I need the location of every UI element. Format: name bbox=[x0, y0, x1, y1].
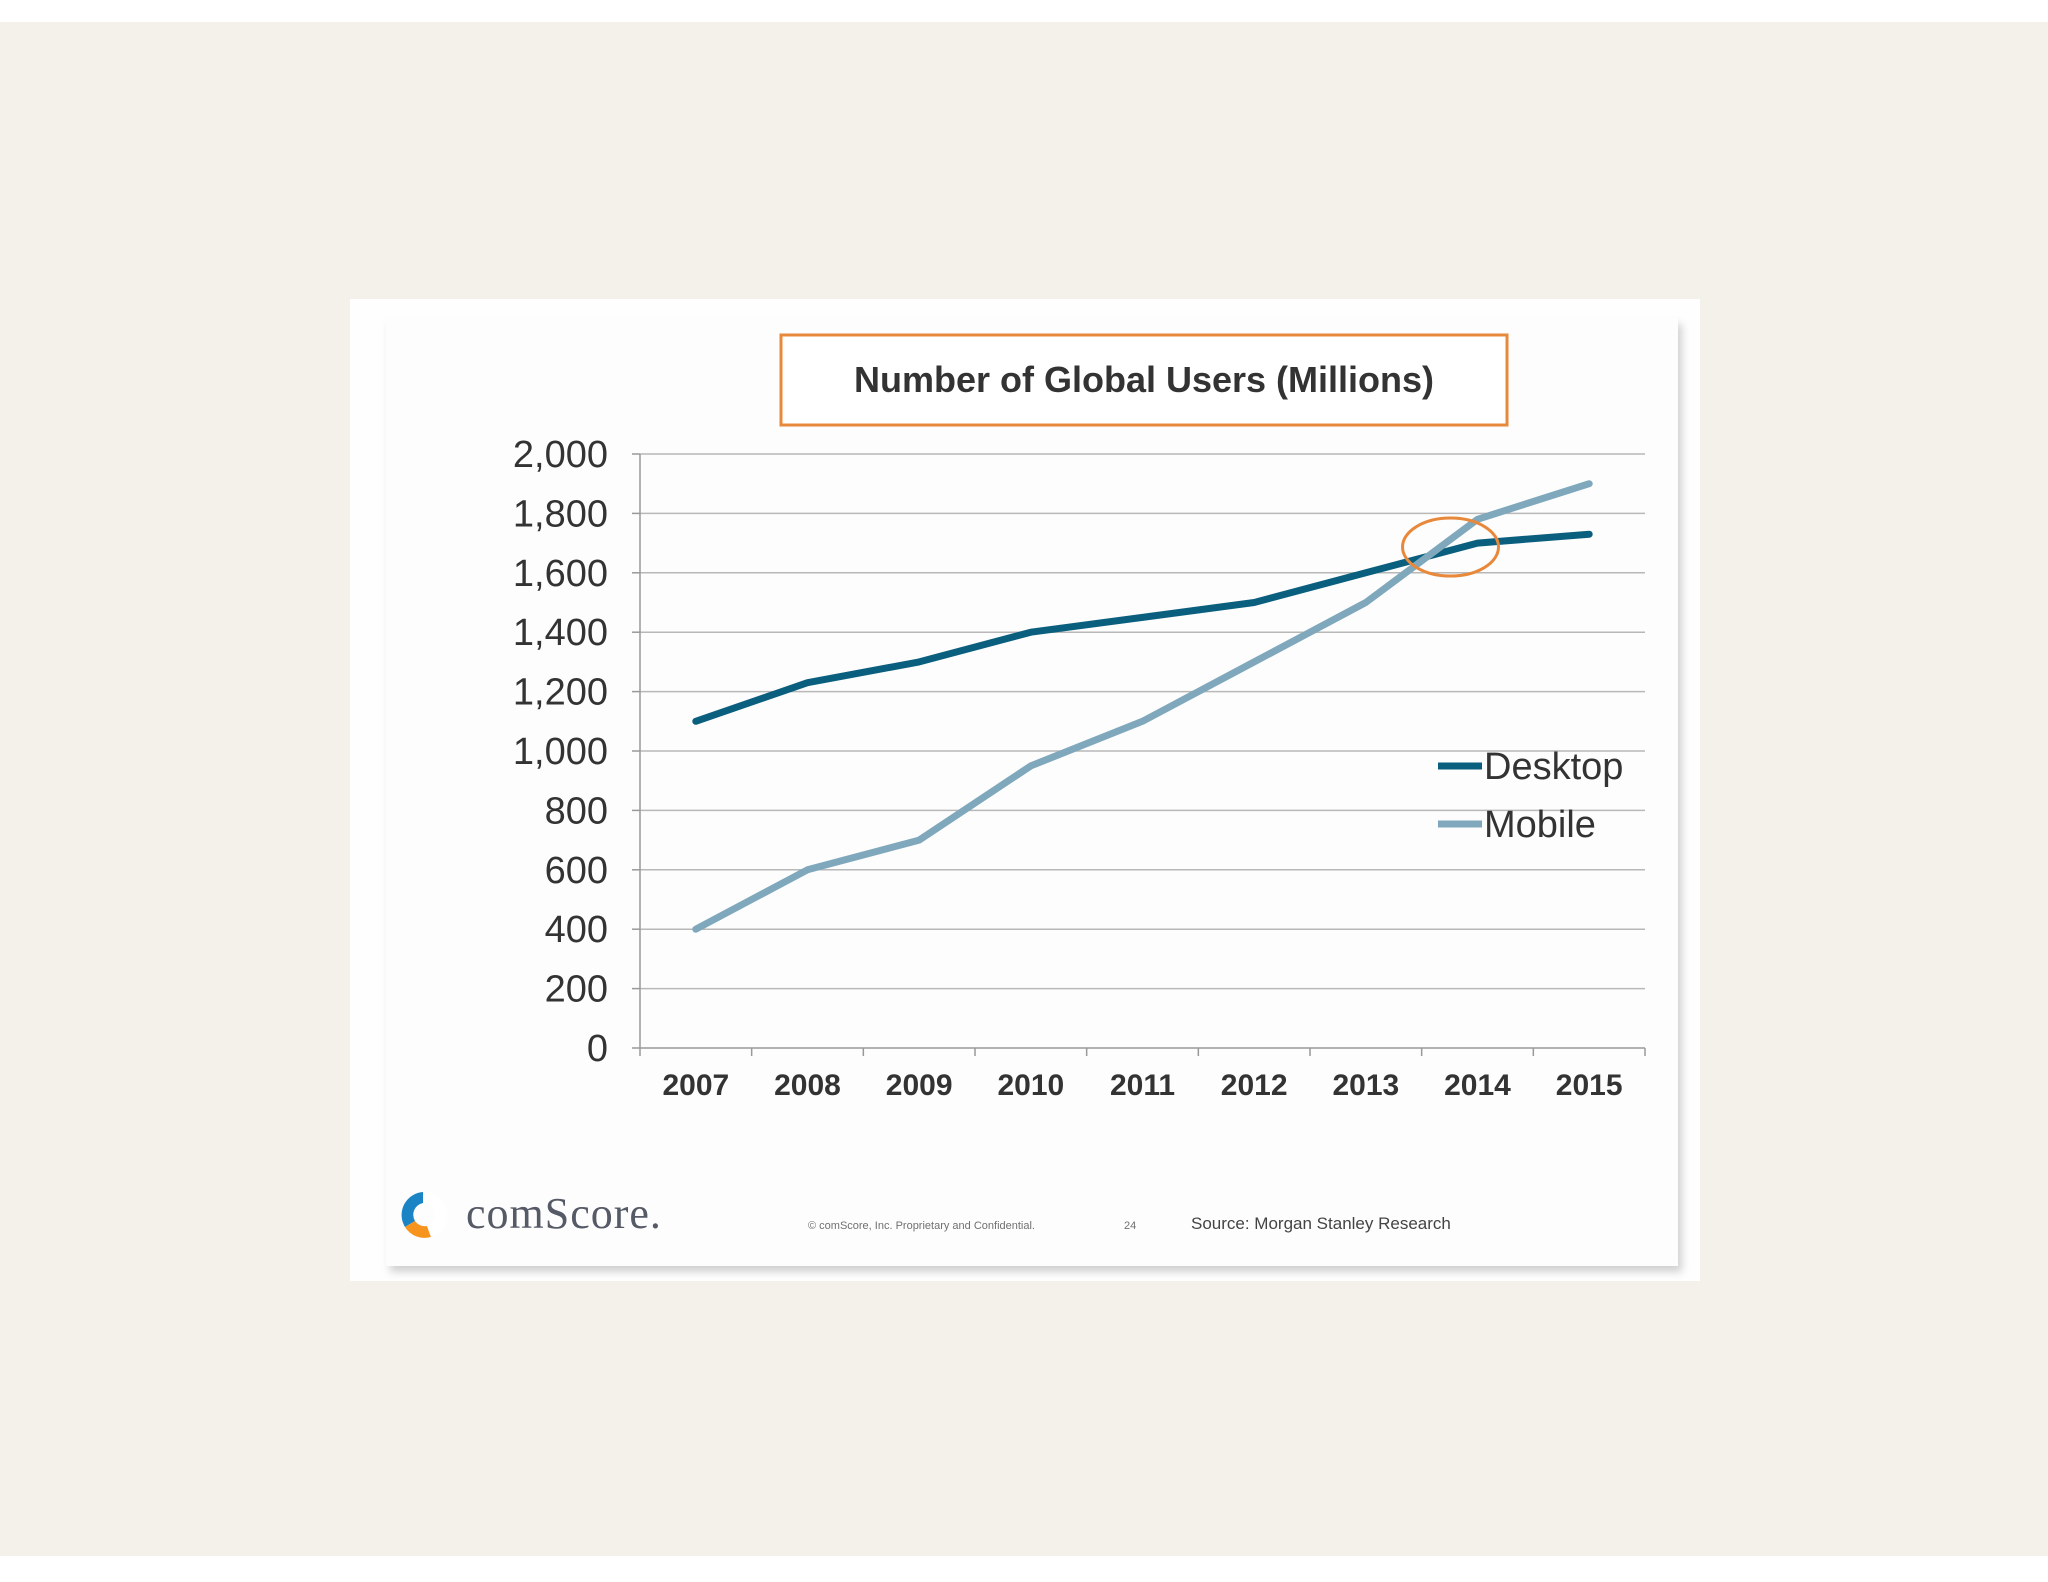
series-line-desktop bbox=[692, 530, 1593, 725]
legend-label-desktop: Desktop bbox=[1484, 746, 1623, 788]
x-tick-label: 2015 bbox=[1556, 1069, 1623, 1102]
legend-label-mobile: Mobile bbox=[1484, 804, 1596, 846]
top-border bbox=[0, 0, 2048, 22]
y-tick-label: 200 bbox=[545, 969, 608, 1011]
y-tick-label: 400 bbox=[545, 909, 608, 951]
y-tick-label: 0 bbox=[587, 1028, 608, 1070]
x-tick-label: 2008 bbox=[774, 1069, 841, 1102]
chart-title-box: Number of Global Users (Millions) bbox=[779, 333, 1509, 427]
x-tick-label: 2007 bbox=[662, 1069, 729, 1102]
chart-title-border bbox=[779, 333, 1509, 427]
x-tick-label: 2013 bbox=[1332, 1069, 1399, 1102]
legend: Desktop Mobile bbox=[1438, 746, 1623, 846]
page-number: 24 bbox=[1124, 1220, 1137, 1232]
x-tick-label: 2011 bbox=[1110, 1069, 1175, 1102]
y-tick-label: 2,000 bbox=[513, 434, 608, 476]
y-tick-label: 1,000 bbox=[513, 731, 608, 773]
x-tick-label: 2014 bbox=[1444, 1069, 1511, 1102]
series-lines bbox=[692, 480, 1593, 933]
y-tick-label: 1,800 bbox=[513, 493, 608, 535]
bottom-border bbox=[0, 1556, 2048, 1582]
comscore-logo-text: comScore. bbox=[466, 1189, 662, 1238]
x-axis: 2007 2008 2009 2010 2011 2012 2013 2014 2015 bbox=[639, 1047, 1646, 1102]
x-tick-label: 2009 bbox=[886, 1069, 953, 1102]
chart-title: Number of Global Users (Millions) bbox=[854, 359, 1434, 400]
highlight-ellipse bbox=[1401, 516, 1500, 578]
y-tick-label: 600 bbox=[545, 850, 608, 892]
y-axis: 0 200 400 600 800 1,000 1,200 1,400 1,600 1,800 2,… bbox=[513, 434, 641, 1070]
comscore-logo-icon bbox=[401, 1191, 448, 1238]
slide-card bbox=[386, 318, 1678, 1266]
y-tick-label: 800 bbox=[545, 790, 608, 832]
annotation bbox=[1401, 516, 1500, 578]
y-tick-label: 1,600 bbox=[513, 553, 608, 595]
source-note: Source: Morgan Stanley Research bbox=[1191, 1214, 1451, 1233]
y-tick-label: 1,400 bbox=[513, 612, 608, 654]
x-tick-label: 2012 bbox=[1221, 1069, 1288, 1102]
y-tick-label: 1,200 bbox=[513, 672, 608, 714]
copyright-notice: © comScore, Inc. Proprietary and Confide… bbox=[808, 1220, 1035, 1232]
x-tick-label: 2010 bbox=[997, 1069, 1064, 1102]
grid-lines bbox=[640, 453, 1645, 990]
comscore-logo bbox=[396, 1188, 450, 1242]
